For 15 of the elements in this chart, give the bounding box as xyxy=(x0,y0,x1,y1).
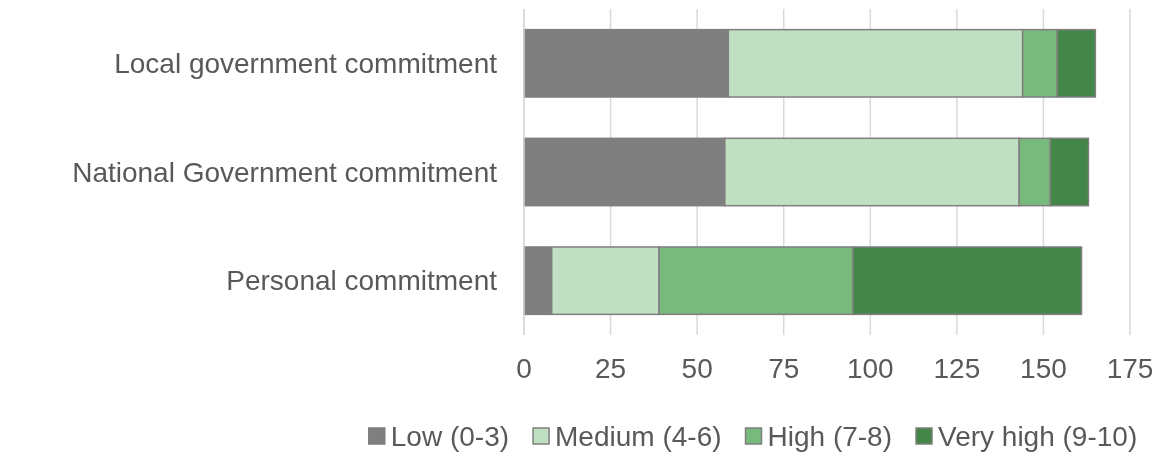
legend-label: Medium (4-6) xyxy=(555,420,722,452)
legend-label: Very high (9-10) xyxy=(938,420,1138,452)
legend-label: Low (0-3) xyxy=(390,420,510,452)
x-tick-label: 150 xyxy=(1020,353,1067,384)
y-tick-label: National Government commitment xyxy=(72,156,498,188)
y-tick-label: Personal commitment xyxy=(226,265,498,297)
x-tick-label: 125 xyxy=(933,353,981,384)
legend-label: High (7-8) xyxy=(767,420,893,452)
x-tick-label: 25 xyxy=(594,353,627,384)
x-tick-label: 100 xyxy=(846,353,894,384)
x-tick-label: 75 xyxy=(768,353,800,384)
x-tick-label: 50 xyxy=(681,353,713,384)
y-tick-label: Local government commitment xyxy=(114,48,498,80)
x-tick-label: 175 xyxy=(1106,353,1154,384)
x-tick-label: 0 xyxy=(516,353,532,384)
